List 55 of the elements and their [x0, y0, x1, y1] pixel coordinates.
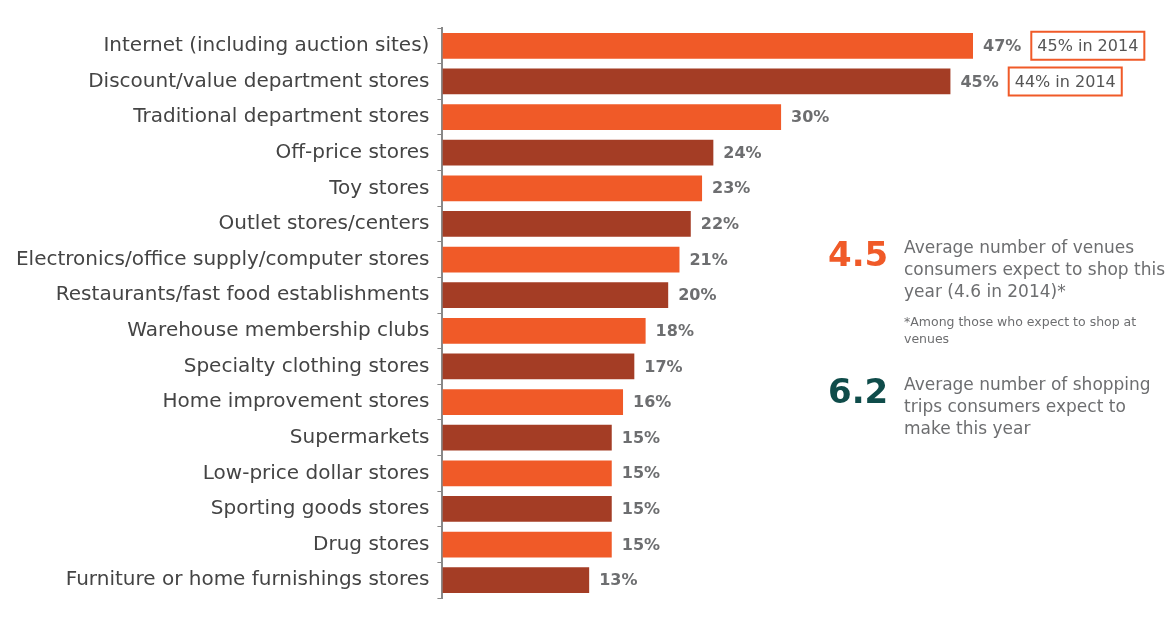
data-label: 21% [689, 249, 728, 269]
annotation: 4.5 [828, 234, 890, 276]
data-label: 20% [678, 285, 717, 305]
y-tick-label: Restaurants/fast food establishments [55, 281, 430, 306]
bar [442, 496, 612, 522]
data-label: 23% [712, 178, 751, 198]
text: 45% in 2014 [1037, 35, 1139, 55]
y-tick-label: Furniture or home furnishings stores [65, 566, 430, 591]
annotation: 6.2 [828, 370, 890, 413]
bar [442, 104, 782, 130]
data-label: 15% [621, 427, 661, 447]
data-label: 17% [644, 356, 683, 376]
annotation: Average number of shopping trips consumers expect to make this year [904, 372, 1152, 440]
data-label: 22% [700, 214, 740, 234]
data-label: 15% [621, 534, 661, 554]
bar [442, 317, 646, 344]
y-tick-label: Low-price dollar stores [202, 459, 430, 484]
bar [442, 68, 951, 95]
bar [442, 424, 612, 451]
bar [442, 32, 973, 59]
y-tick-label: Outlet stores/centers [218, 210, 430, 235]
bar [442, 353, 635, 380]
bar [442, 211, 691, 237]
bar [442, 175, 703, 202]
bar [442, 282, 669, 309]
data-label: 45% [960, 71, 999, 91]
bar [442, 567, 590, 594]
text: 44% in 2014 [1014, 71, 1116, 91]
data-label: 13% [599, 570, 638, 590]
bar [442, 246, 680, 273]
y-tick-label: Off-price stores [275, 138, 430, 163]
data-label: 16% [633, 392, 672, 412]
data-label: 15% [621, 463, 661, 483]
data-label: 24% [723, 142, 762, 162]
y-tick-label: Traditional department stores [132, 103, 430, 128]
bar [442, 139, 714, 166]
y-tick-label: Internet (including auction sites) [103, 32, 430, 57]
y-tick-label: Home improvement stores [162, 388, 430, 413]
bar [442, 389, 624, 415]
annotation: Average number of venues consumers expect to shop this year (4.6 in 2014)* [904, 236, 1167, 303]
y-tick-label: Electronics/office supply/computer stores [15, 245, 430, 270]
y-tick-label: Discount/value department stores [88, 67, 430, 92]
y-tick-label: Sporting goods stores [210, 495, 430, 520]
data-label: 15% [621, 499, 661, 519]
y-tick-label: Supermarkets [289, 423, 430, 448]
y-tick-label: Drug stores [313, 530, 430, 555]
bar [442, 460, 612, 487]
y-tick-label: Specialty clothing stores [183, 352, 430, 377]
y-tick-label: Warehouse membership clubs [127, 317, 430, 342]
data-label: 18% [655, 320, 694, 340]
data-label: 47% [983, 35, 1022, 55]
y-tick-label: Toy stores [328, 174, 430, 199]
annotation: *Among those who expect to shop at venues [904, 314, 1138, 347]
data-label: 30% [791, 107, 830, 127]
bar [442, 531, 612, 558]
